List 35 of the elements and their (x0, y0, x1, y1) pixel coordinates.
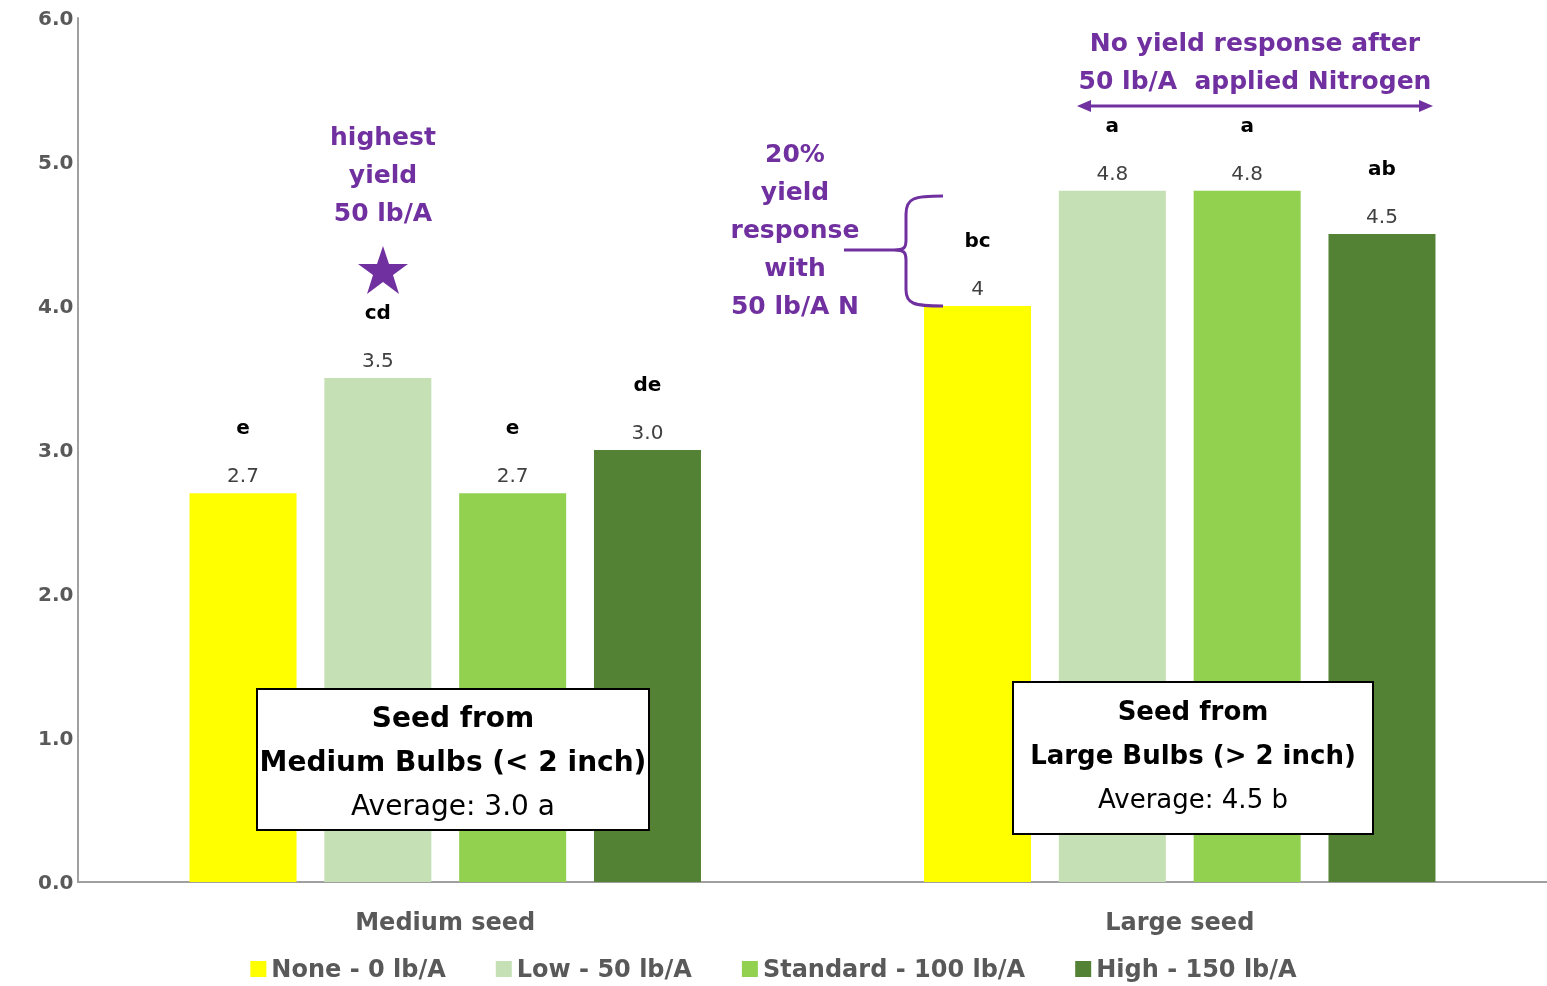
annotation: a (1239, 112, 1255, 137)
data-label: 4.8 (1231, 160, 1264, 185)
y-tick-label: 0.0 (38, 870, 74, 894)
data-label: 3.0 (631, 420, 664, 444)
annotation: e (235, 415, 251, 440)
data-label: 4 (971, 276, 984, 300)
data-label: 3.5 (361, 348, 394, 372)
annotation: cd (363, 300, 392, 324)
y-tick-label: 2.0 (38, 582, 74, 606)
data-label: 4.8 (1096, 160, 1129, 185)
annotation: ab (1367, 156, 1397, 180)
y-tick-label: 1.0 (38, 726, 74, 750)
annotation: No yield response after 50 lb/A applied Nitrogen (1077, 27, 1433, 97)
y-tick-label: 3.0 (38, 438, 74, 462)
data-label: 4.5 (1366, 204, 1398, 228)
legend-label: Low - 50 lb/A (516, 955, 693, 983)
data-label: 2.7 (496, 463, 529, 488)
annotation: Seed from Medium Bulbs (< 2 inch) Average: 3.0 a (258, 700, 648, 824)
y-tick-label: 6.0 (38, 6, 74, 30)
annotation: de (632, 372, 663, 396)
legend-label: None - 0 lb/A (271, 955, 447, 983)
annotation: a (1104, 112, 1121, 137)
data-label: 2.7 (227, 463, 259, 488)
x-tick-label: Medium seed (355, 908, 536, 936)
annotation: Seed from Large Bulbs (> 2 inch) Average: 4.5 b (1029, 695, 1357, 816)
x-tick-label: Large seed (1105, 908, 1255, 936)
legend-label: High - 150 lb/A (1096, 955, 1298, 983)
annotation: e (504, 415, 521, 440)
legend-label: Standard - 100 lb/A (762, 955, 1026, 983)
annotation: highest yield 50 lb/A (329, 121, 437, 229)
y-tick-label: 4.0 (38, 294, 74, 318)
annotation: bc (963, 228, 992, 252)
y-tick-label: 5.0 (38, 150, 74, 174)
bar (924, 306, 1032, 882)
annotation: 20% yield response with 50 lb/A N (729, 138, 861, 322)
